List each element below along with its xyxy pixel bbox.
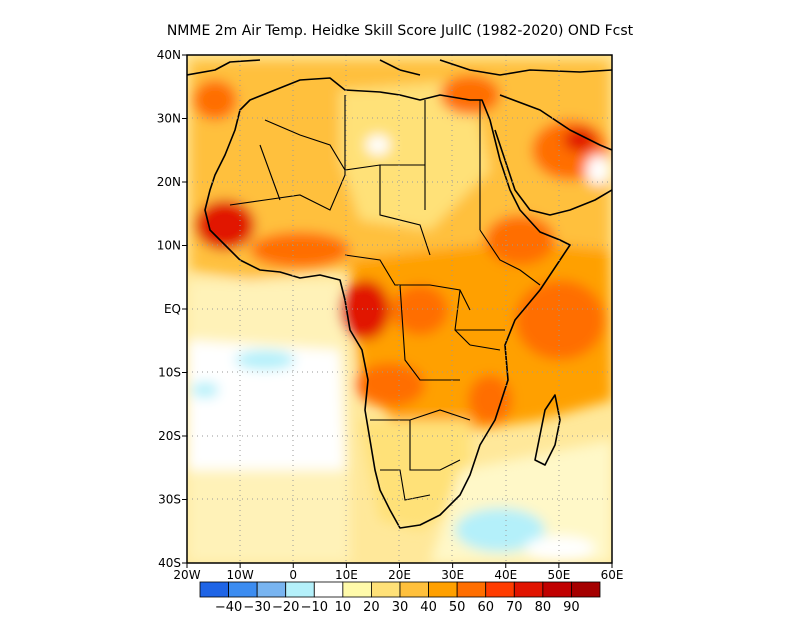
- colorbar-label: −40: [215, 600, 242, 615]
- x-tick-label: 50E: [547, 568, 570, 582]
- hotspot-horn: [485, 215, 555, 265]
- colorbar-swatch: [485, 581, 515, 598]
- hotspot-east-med: [440, 75, 500, 115]
- colorbar-label: 10: [335, 600, 352, 615]
- map-area: [187, 55, 612, 563]
- field-southern: [360, 420, 470, 530]
- colorbar-swatch: [399, 581, 429, 598]
- hotspot-morocco: [193, 80, 237, 120]
- colorbar-swatch: [542, 581, 572, 598]
- colorbar-swatch: [342, 581, 372, 598]
- x-tick-label: 10E: [335, 568, 358, 582]
- colorbar-swatch: [199, 581, 229, 598]
- colorbar-swatch: [285, 581, 315, 598]
- border-south: [370, 409, 471, 501]
- border-sahel: [229, 144, 431, 256]
- colorbar-label: 20: [363, 600, 380, 615]
- colorbar-swatch: [313, 581, 344, 598]
- hotspot-sahel: [250, 232, 350, 268]
- y-tick-label: 40S: [158, 556, 181, 570]
- africa-coastline: [204, 77, 571, 529]
- border-sahara-vertical: [344, 95, 481, 230]
- figure-title: NMME 2m Air Temp. Heidke Skill Score Jul…: [167, 23, 634, 39]
- colorbar-label: 60: [477, 600, 494, 615]
- negative-southwest-indian: [455, 508, 545, 552]
- x-tick-label: 20W: [173, 568, 200, 582]
- negative-south-atlantic: [191, 382, 219, 398]
- colorbar: −40 −30 −20 −10 10 20 30 40 50 60 70 80 90: [199, 581, 601, 615]
- europe-coastline: [187, 59, 612, 76]
- border-east: [455, 229, 541, 351]
- x-tick-label: 0: [289, 568, 297, 582]
- negative-northeast: [586, 155, 610, 185]
- x-tick-label: 20E: [388, 568, 411, 582]
- colorbar-label: 80: [535, 600, 552, 615]
- colorbar-swatch: [228, 581, 258, 598]
- hotspot-congo: [340, 280, 390, 340]
- colorbar-swatch: [571, 581, 601, 598]
- y-tick-label: 20S: [158, 429, 181, 443]
- y-tick-label: 40N: [157, 48, 181, 62]
- hotspot-west-africa: [195, 200, 255, 250]
- negative-south-indian: [525, 536, 595, 560]
- y-tick-label: 10N: [157, 239, 181, 253]
- skill-field: [187, 60, 612, 563]
- y-tick-label: 30S: [158, 493, 181, 507]
- y-tick-label: 10S: [158, 366, 181, 380]
- colorbar-label: 30: [392, 600, 409, 615]
- x-tick-label: 60E: [601, 568, 624, 582]
- colorbar-label: 50: [449, 600, 466, 615]
- colorbar-label: −10: [301, 600, 328, 615]
- colorbar-swatch: [513, 581, 544, 598]
- border-sahara-north: [264, 119, 425, 171]
- y-tick-label: EQ: [164, 302, 181, 316]
- colorbar-swatch: [456, 581, 487, 598]
- colorbar-label: 40: [420, 600, 437, 615]
- x-tick-label: 10W: [227, 568, 254, 582]
- axis-ticks: 20W 10W 0 10E 20E 30E 40E 50E 60E 40N 30N 20N 10N EQ 1…: [157, 48, 624, 582]
- colorbar-label: −30: [243, 600, 270, 615]
- y-tick-label: 20N: [157, 175, 181, 189]
- colorbar-swatch: [428, 581, 458, 598]
- x-tick-label: 40E: [494, 568, 517, 582]
- y-tick-label: 30N: [157, 112, 181, 126]
- colorbar-swatch: [256, 581, 287, 598]
- graticule: [187, 55, 612, 563]
- colorbar-label: 90: [563, 600, 580, 615]
- colorbar-swatch: [371, 581, 401, 598]
- madagascar-coastline: [534, 394, 561, 466]
- hotspot-angola: [355, 363, 425, 407]
- hotspot-red-sea: [564, 128, 596, 152]
- colorbar-label: 70: [506, 600, 523, 615]
- colorbar-label: −20: [272, 600, 299, 615]
- arabia-coastline: [494, 94, 612, 216]
- negative-atlantic: [235, 350, 295, 370]
- x-tick-label: 30E: [441, 568, 464, 582]
- hotspot-central: [392, 285, 448, 335]
- white-patch-egypt: [366, 135, 390, 155]
- hotspot-mozambique: [468, 375, 512, 425]
- hotspot-indian-ocean: [515, 280, 605, 360]
- coastlines: [187, 59, 612, 529]
- country-borders: [229, 95, 541, 501]
- field-atlantic-white: [187, 340, 345, 470]
